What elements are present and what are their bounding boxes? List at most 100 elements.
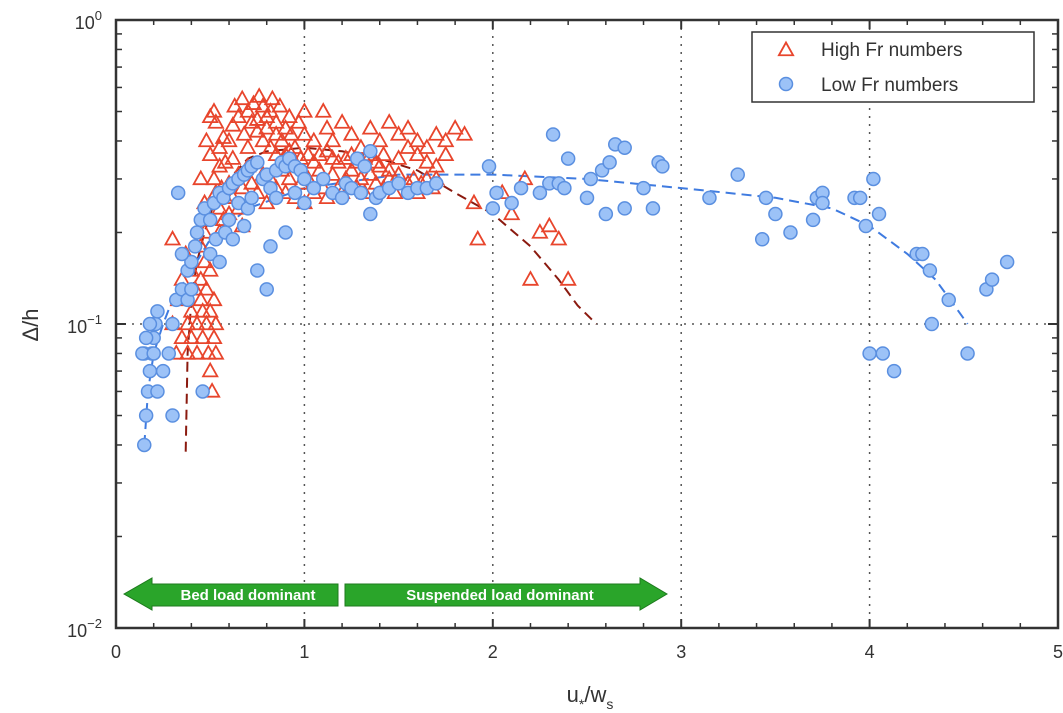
low-fr-point [875,346,891,361]
high-fr-point [305,131,323,148]
low-fr-point [915,246,930,262]
high-fr-point [314,102,332,118]
high-fr-point [178,314,197,331]
low-fr-point [244,190,259,206]
low-fr-point [999,254,1015,270]
low-fr-point [866,171,881,187]
low-fr-point [142,363,158,379]
high-fr-point [254,131,272,148]
high-fr-point [469,229,487,246]
high-fr-point [465,193,483,210]
high-fr-point [188,314,206,331]
high-fr-point [408,131,427,148]
low-fr-point [187,239,203,254]
high-fr-point [242,174,261,190]
high-fr-point [254,96,272,113]
high-fr-point [173,328,191,345]
low-fr-point [862,346,877,361]
low-fr-point [150,304,165,319]
low-fr-point [155,363,171,379]
low-fr-point [655,159,670,174]
low-fr-point [165,408,180,423]
low-fr-point [617,201,632,216]
high-fr-point [182,328,201,345]
low-fr-point [602,155,617,170]
high-fr-point [188,344,206,360]
low-fr-point [334,190,350,206]
high-fr-point [342,161,361,177]
low-fr-point [150,384,165,399]
high-fr-point [305,153,323,169]
high-fr-point [250,87,268,103]
high-fr-point [207,113,225,129]
x-tick-label: 5 [1053,642,1063,662]
legend-high-fr-marker [777,40,795,57]
low-fr-point [768,206,783,222]
low-fr-point [984,272,1000,287]
low-fr-point [189,225,205,240]
high-fr-point [216,153,234,169]
x-tick-label: 0 [111,642,121,662]
bed-load-label: Bed load dominant [181,587,316,604]
high-fr-point [207,314,225,331]
high-fr-point [367,153,385,169]
low-fr-point [202,246,218,262]
bed-load-arrow [122,577,339,611]
low-fr-point [924,316,940,332]
high-fr-point [226,96,244,113]
low-fr-point [702,190,717,206]
y-tick-label: 100 [75,8,102,33]
low-fr-point [138,408,154,423]
low-fr-point [545,127,561,142]
low-fr-point [353,185,369,201]
low-fr-point [212,254,227,270]
low-fr-point [504,195,519,211]
low-fr-point [268,190,284,206]
x-tick-label: 1 [299,642,309,662]
low-fr-point [636,180,651,196]
high-fr-point [207,344,225,360]
high-fr-point [418,153,436,169]
low-fr-point [202,212,218,228]
low-fr-point [858,218,874,234]
grid-lines [116,20,1058,628]
low-fr-point [513,180,529,196]
legend: High Fr numbers Low Fr numbers [751,31,1035,103]
high-fr-point [163,229,182,246]
high-fr-point [380,113,398,129]
high-fr-point [201,302,219,318]
trend-line [143,173,969,446]
low-fr-point [598,206,614,222]
x-tick-label: 2 [488,642,498,662]
low-fr-point [138,330,154,346]
low-fr-point [730,167,745,182]
low-fr-point [161,346,177,361]
low-fr-point [852,190,868,206]
suspended-load-label: Suspended load dominant [406,587,594,604]
low-fr-point [297,171,312,187]
low-fr-point [579,190,595,206]
high-fr-point [310,145,329,162]
high-fr-point [192,169,210,186]
high-fr-point [455,125,474,141]
high-fr-point [446,119,464,135]
high-fr-point [502,204,521,221]
legend-high-fr-label: High Fr numbers [821,40,963,61]
low-fr-point [429,176,444,191]
high-fr-point [318,119,336,135]
suspended-load-arrow [344,577,668,611]
low-fr-point [805,212,821,228]
high-fr-point [224,116,242,132]
legend-low-fr-marker [778,76,794,92]
high-fr-point [214,128,233,144]
high-fr-point [201,261,219,277]
high-fr-point [540,216,558,233]
low-fr-point [250,263,265,278]
high-fr-point [224,149,242,165]
low-fr-point [886,363,902,379]
low-fr-point [815,195,830,211]
high-fr-point [295,125,314,141]
low-fr-point [489,185,504,201]
low-fr-point [363,206,378,222]
high-fr-point [194,328,212,345]
